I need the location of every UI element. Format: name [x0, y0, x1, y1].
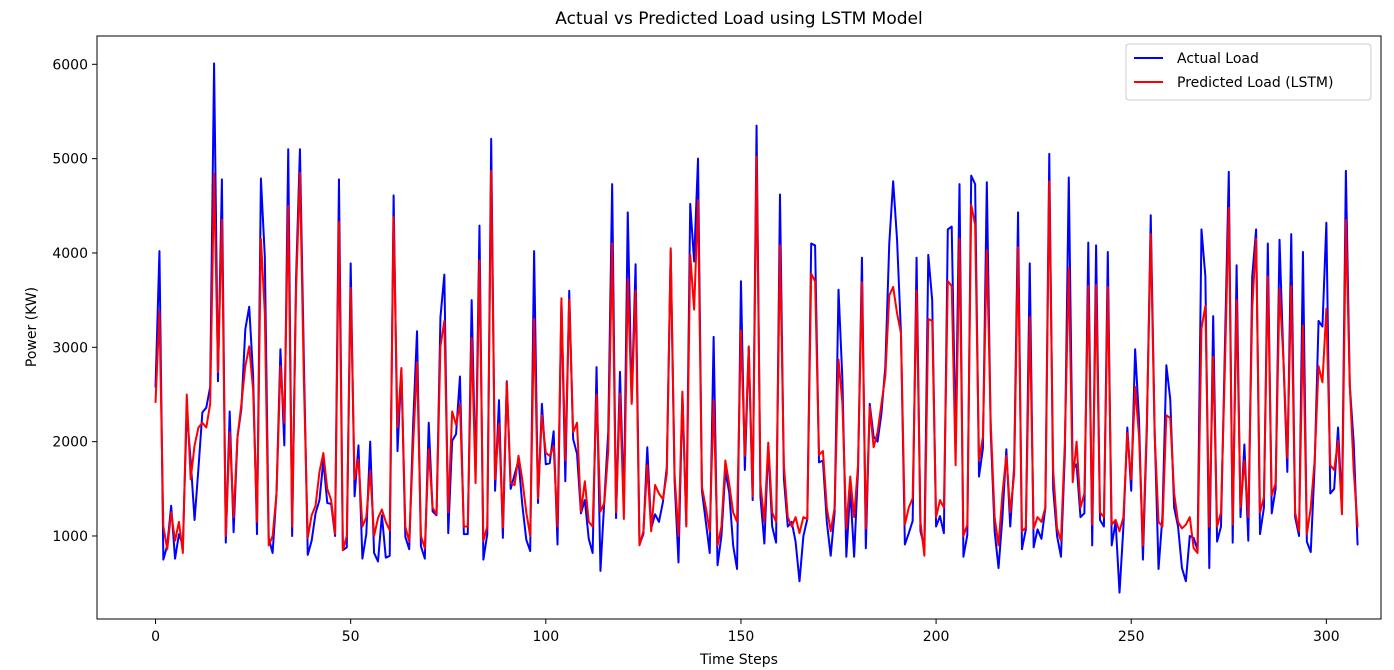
x-tick-label: 300 — [1313, 629, 1340, 645]
x-tick-label: 200 — [923, 629, 950, 645]
plot-area — [154, 62, 1359, 594]
x-tick-label: 50 — [342, 629, 360, 645]
y-axis-title: Power (KW) — [24, 287, 40, 367]
y-tick-label: 2000 — [52, 435, 88, 451]
x-tick-label: 150 — [728, 629, 755, 645]
y-tick-label: 6000 — [52, 57, 88, 73]
y-tick-label: 3000 — [52, 340, 88, 356]
chart-title: Actual vs Predicted Load using LSTM Mode… — [555, 9, 922, 29]
x-axis: 0 50 100 150 200 250 300 — [151, 619, 1340, 645]
y-tick-label: 4000 — [52, 246, 88, 262]
x-axis-title: Time Steps — [699, 652, 778, 668]
plot-frame — [96, 35, 1382, 620]
y-tick-label: 1000 — [52, 529, 88, 545]
x-tick-label: 250 — [1118, 629, 1145, 645]
y-axis: 1000 2000 3000 4000 5000 6000 — [52, 57, 97, 545]
legend-label: Actual Load — [1177, 51, 1259, 67]
legend: Actual Load Predicted Load (LSTM) — [1125, 43, 1372, 101]
legend-label: Predicted Load (LSTM) — [1177, 75, 1333, 91]
actual-load-line — [154, 62, 1359, 594]
legend-box — [1125, 43, 1372, 101]
x-tick-label: 100 — [532, 629, 559, 645]
y-tick-label: 5000 — [52, 152, 88, 168]
x-tick-label: 0 — [151, 629, 160, 645]
predicted-load-line — [154, 155, 1359, 557]
